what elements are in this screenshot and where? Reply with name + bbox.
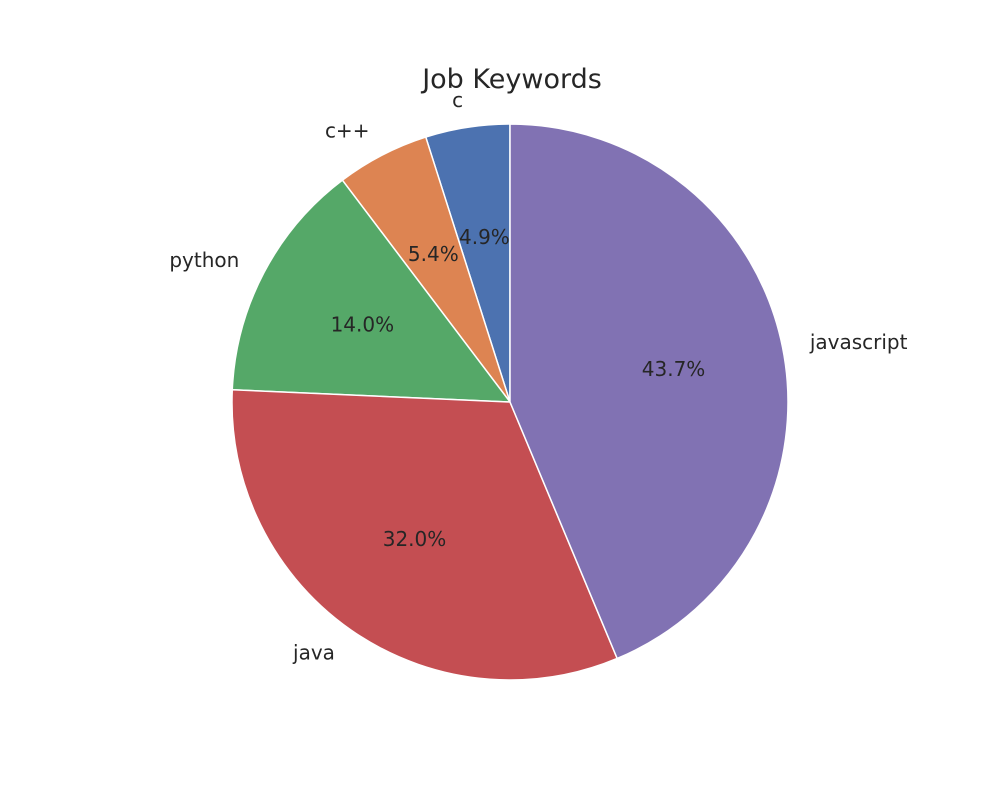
pie-pct-label: 5.4% xyxy=(408,242,459,266)
pie-category-label: java xyxy=(292,641,335,665)
chart-title: Job Keywords xyxy=(420,64,602,95)
pie-pct-label: 4.9% xyxy=(459,225,510,249)
pie-slice-python xyxy=(231,179,511,403)
pie-slice-javascript xyxy=(509,123,789,660)
pie-pct-label: 32.0% xyxy=(383,527,447,551)
pie-slice-java xyxy=(231,389,618,681)
pie-pct-label: 14.0% xyxy=(331,312,395,336)
pie-slices xyxy=(231,123,789,681)
pie-pct-label: 43.7% xyxy=(642,357,706,381)
pie-labels: 4.9% c 5.4% c++ 14.0% python 32.0% java 43.7% jav… xyxy=(169,88,907,665)
pie-category-label: c++ xyxy=(325,118,370,142)
pie-category-label: python xyxy=(169,248,239,272)
pie-category-label: c xyxy=(452,88,463,112)
pie-category-label: javascript xyxy=(809,330,908,354)
